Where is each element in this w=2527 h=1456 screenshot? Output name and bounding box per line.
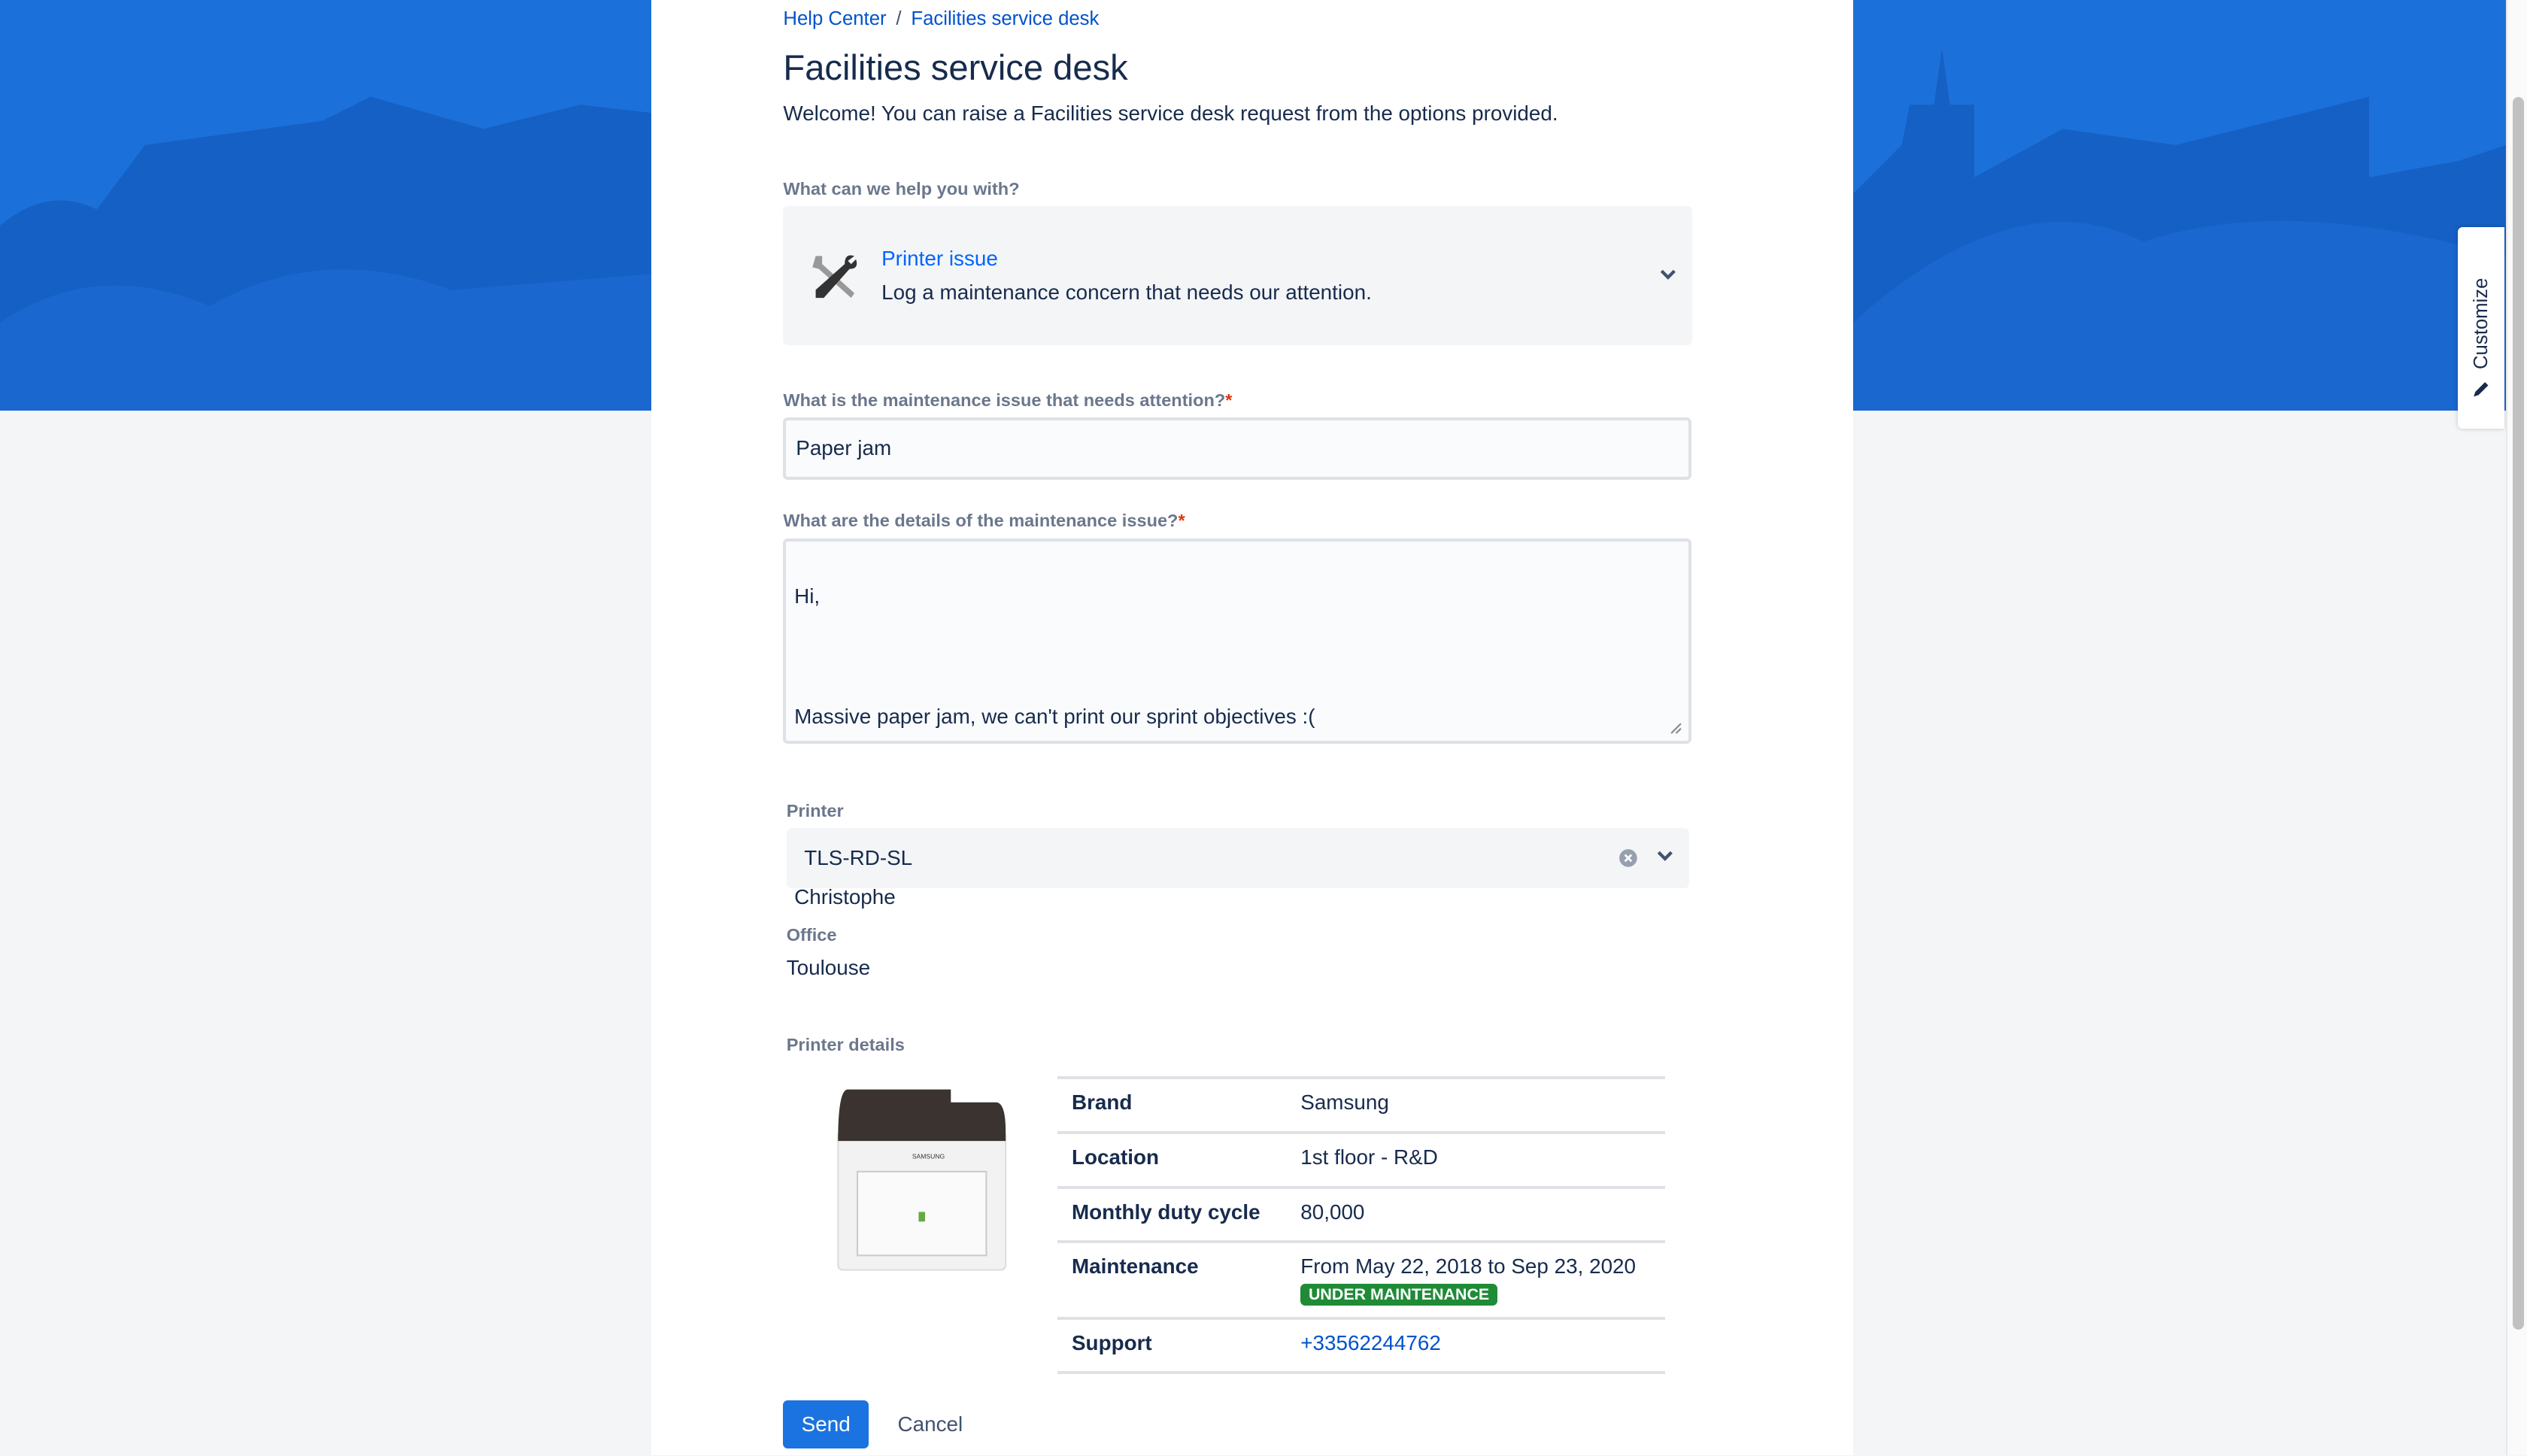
issue-label: What is the maintenance issue that needs… (783, 390, 1232, 411)
detail-key: Monthly duty cycle (1057, 1185, 1286, 1242)
detail-key: Support (1057, 1316, 1286, 1375)
details-line: Christophe (794, 885, 896, 909)
wrench-screwdriver-icon (811, 255, 857, 299)
printer-brand-logo: SAMSUNG (912, 1153, 945, 1160)
issue-label-text: What is the maintenance issue that needs… (783, 390, 1226, 410)
detail-key: Brand (1057, 1076, 1286, 1133)
detail-key: Location (1057, 1130, 1286, 1188)
printer-label: Printer (786, 801, 844, 821)
welcome-text: Welcome! You can raise a Facilities serv… (783, 102, 1558, 125)
status-badge: UNDER MAINTENANCE (1300, 1283, 1497, 1306)
details-text: Hi, Massive paper jam, we can't print ou… (794, 551, 1315, 943)
printer-select[interactable]: TLS-RD-SL (786, 828, 1689, 888)
skyline-illustration (0, 48, 2507, 411)
issue-input-value: Paper jam (796, 436, 892, 460)
clear-icon[interactable] (1618, 848, 1639, 869)
breadcrumb-service-desk[interactable]: Facilities service desk (911, 8, 1100, 29)
details-line: Hi, (794, 584, 821, 608)
details-label: What are the details of the maintenance … (783, 511, 1185, 531)
detail-key: Maintenance (1057, 1240, 1286, 1318)
required-mark: * (1178, 511, 1185, 531)
customize-button[interactable]: Customize (2457, 227, 2504, 429)
detail-value: Samsung (1285, 1076, 1665, 1133)
chevron-down-icon[interactable] (1655, 849, 1675, 865)
details-label-text: What are the details of the maintenance … (783, 511, 1179, 531)
send-button[interactable]: Send (783, 1400, 869, 1449)
request-form-card: Help Center / Facilities service desk Faci… (651, 0, 1854, 1455)
scrollbar-thumb[interactable] (2512, 96, 2524, 1330)
issue-input[interactable]: Paper jam (783, 417, 1692, 480)
office-label: Office (786, 925, 837, 945)
pencil-icon (2474, 381, 2489, 397)
details-line: Massive paper jam, we can't print our sp… (794, 704, 1315, 728)
details-line (794, 642, 1315, 672)
breadcrumb-help-center[interactable]: Help Center (783, 8, 887, 29)
details-textarea[interactable]: Hi, Massive paper jam, we can't print ou… (783, 538, 1692, 908)
request-type-select[interactable]: Printer issue Log a maintenance concern … (783, 206, 1692, 345)
printer-image: SAMSUNG (837, 1089, 1007, 1271)
table-row: Monthly duty cycle 80,000 (1057, 1185, 1665, 1242)
support-phone-link[interactable]: +33562244762 (1285, 1316, 1665, 1375)
table-row: Brand Samsung (1057, 1076, 1665, 1133)
table-row: Support +33562244762 (1057, 1316, 1665, 1375)
request-type-name: Printer issue (881, 246, 998, 270)
cancel-button[interactable]: Cancel (897, 1412, 963, 1436)
table-row: Maintenance From May 22, 2018 to Sep 23, … (1057, 1240, 1665, 1318)
customize-label: Customize (2470, 278, 2492, 369)
resize-handle-icon[interactable] (1670, 722, 1682, 735)
breadcrumb: Help Center / Facilities service desk (783, 8, 1099, 30)
detail-value: From May 22, 2018 to Sep 23, 2020 (1300, 1254, 1637, 1279)
breadcrumb-separator: / (896, 8, 902, 29)
detail-value: 1st floor - R&D (1285, 1130, 1665, 1188)
printer-details-label: Printer details (786, 1034, 905, 1054)
chevron-down-icon (1660, 269, 1676, 280)
office-value: Toulouse (786, 955, 871, 979)
table-row: Location 1st floor - R&D (1057, 1130, 1665, 1188)
printer-details-table: Brand Samsung Location 1st floor - R&D Mon… (1057, 1076, 1665, 1375)
detail-value: 80,000 (1285, 1185, 1665, 1242)
request-type-label: What can we help you with? (783, 178, 1020, 199)
scrollbar[interactable] (2506, 0, 2527, 1455)
details-line (794, 762, 1315, 792)
detail-value-cell: From May 22, 2018 to Sep 23, 2020 UNDER M… (1285, 1240, 1665, 1318)
required-mark: * (1225, 390, 1233, 410)
page-title: Facilities service desk (783, 47, 1128, 88)
printer-select-value: TLS-RD-SL (804, 845, 913, 869)
request-type-description: Log a maintenance concern that needs our… (881, 280, 1372, 304)
